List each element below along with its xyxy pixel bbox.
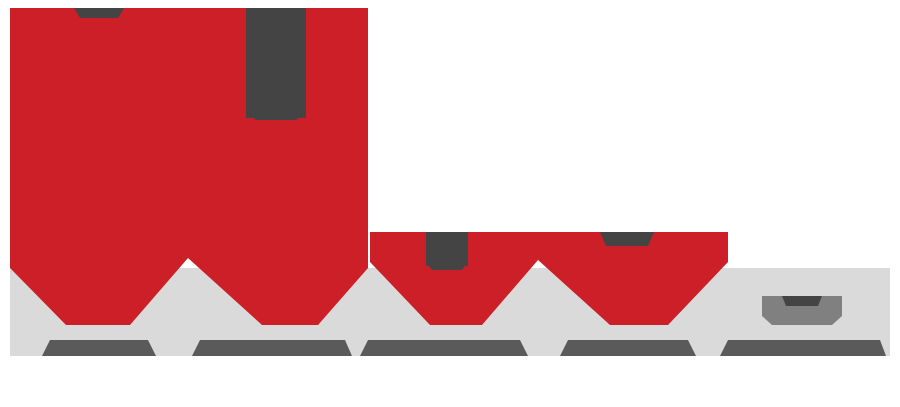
- label-pill-5: [720, 340, 886, 356]
- label-pill-3: [360, 340, 528, 356]
- bar-5: [762, 296, 842, 325]
- bar-2-inset: [246, 8, 306, 118]
- label-pill-2: [192, 340, 352, 356]
- bar-2-inset-tab: [246, 112, 306, 120]
- bar-3-inset: [426, 232, 468, 266]
- bar-1-value-tab: [74, 8, 124, 18]
- label-pill-4: [560, 340, 696, 356]
- bar-5-value-tab: [782, 296, 822, 306]
- bar-3-value-tab: [426, 262, 468, 270]
- bar-4-value-tab: [600, 232, 654, 246]
- label-pill-1: [42, 340, 156, 356]
